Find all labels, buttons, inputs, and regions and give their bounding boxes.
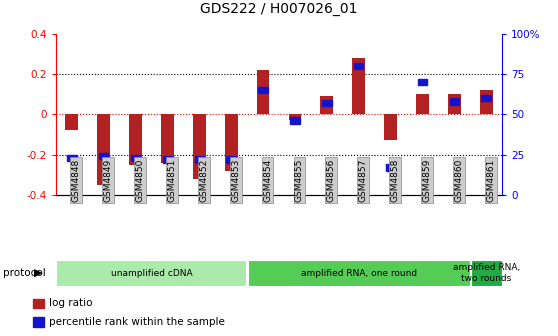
Bar: [384, 114, 397, 140]
Text: GSM4854: GSM4854: [263, 158, 272, 202]
Bar: [448, 94, 461, 114]
Bar: [97, 114, 110, 185]
Bar: [290, 118, 300, 124]
Bar: [67, 155, 76, 161]
Bar: [416, 94, 429, 114]
Text: GSM4857: GSM4857: [359, 158, 368, 202]
Bar: [99, 153, 108, 159]
Bar: [33, 317, 44, 327]
Bar: [322, 100, 331, 106]
Bar: [161, 114, 174, 163]
Text: GDS222 / H007026_01: GDS222 / H007026_01: [200, 2, 358, 16]
Bar: [386, 164, 396, 171]
Text: GSM4860: GSM4860: [454, 158, 463, 202]
Bar: [227, 156, 236, 163]
Text: GSM4859: GSM4859: [422, 158, 431, 202]
Bar: [162, 156, 172, 163]
Text: amplified RNA, one round: amplified RNA, one round: [301, 268, 417, 278]
Text: unamplified cDNA: unamplified cDNA: [110, 268, 193, 278]
Text: GSM4852: GSM4852: [199, 158, 208, 202]
Text: GSM4849: GSM4849: [104, 158, 113, 202]
Bar: [418, 79, 427, 85]
Bar: [65, 114, 78, 130]
Bar: [129, 114, 142, 165]
Bar: [131, 155, 140, 161]
Bar: [257, 70, 270, 114]
Text: log ratio: log ratio: [49, 298, 93, 308]
Text: GSM4853: GSM4853: [231, 158, 240, 202]
Text: percentile rank within the sample: percentile rank within the sample: [49, 317, 225, 327]
Bar: [33, 299, 44, 308]
Bar: [288, 114, 301, 120]
Bar: [320, 96, 333, 114]
Bar: [193, 114, 206, 179]
Bar: [450, 98, 459, 104]
Bar: [482, 95, 491, 101]
FancyBboxPatch shape: [471, 260, 502, 286]
Text: GSM4858: GSM4858: [391, 158, 400, 202]
Text: ▶: ▶: [33, 268, 42, 278]
Bar: [480, 90, 493, 114]
Text: GSM4850: GSM4850: [136, 158, 145, 202]
FancyBboxPatch shape: [56, 260, 247, 286]
FancyBboxPatch shape: [248, 260, 470, 286]
Text: amplified RNA,
two rounds: amplified RNA, two rounds: [453, 263, 520, 283]
Bar: [225, 114, 238, 171]
Bar: [354, 62, 363, 69]
Bar: [195, 156, 204, 163]
Bar: [258, 87, 268, 93]
Text: protocol: protocol: [3, 268, 46, 278]
Text: GSM4861: GSM4861: [486, 158, 496, 202]
Text: GSM4851: GSM4851: [167, 158, 176, 202]
Text: GSM4855: GSM4855: [295, 158, 304, 202]
Text: GSM4848: GSM4848: [72, 158, 81, 202]
Text: GSM4856: GSM4856: [327, 158, 336, 202]
Bar: [352, 58, 365, 114]
